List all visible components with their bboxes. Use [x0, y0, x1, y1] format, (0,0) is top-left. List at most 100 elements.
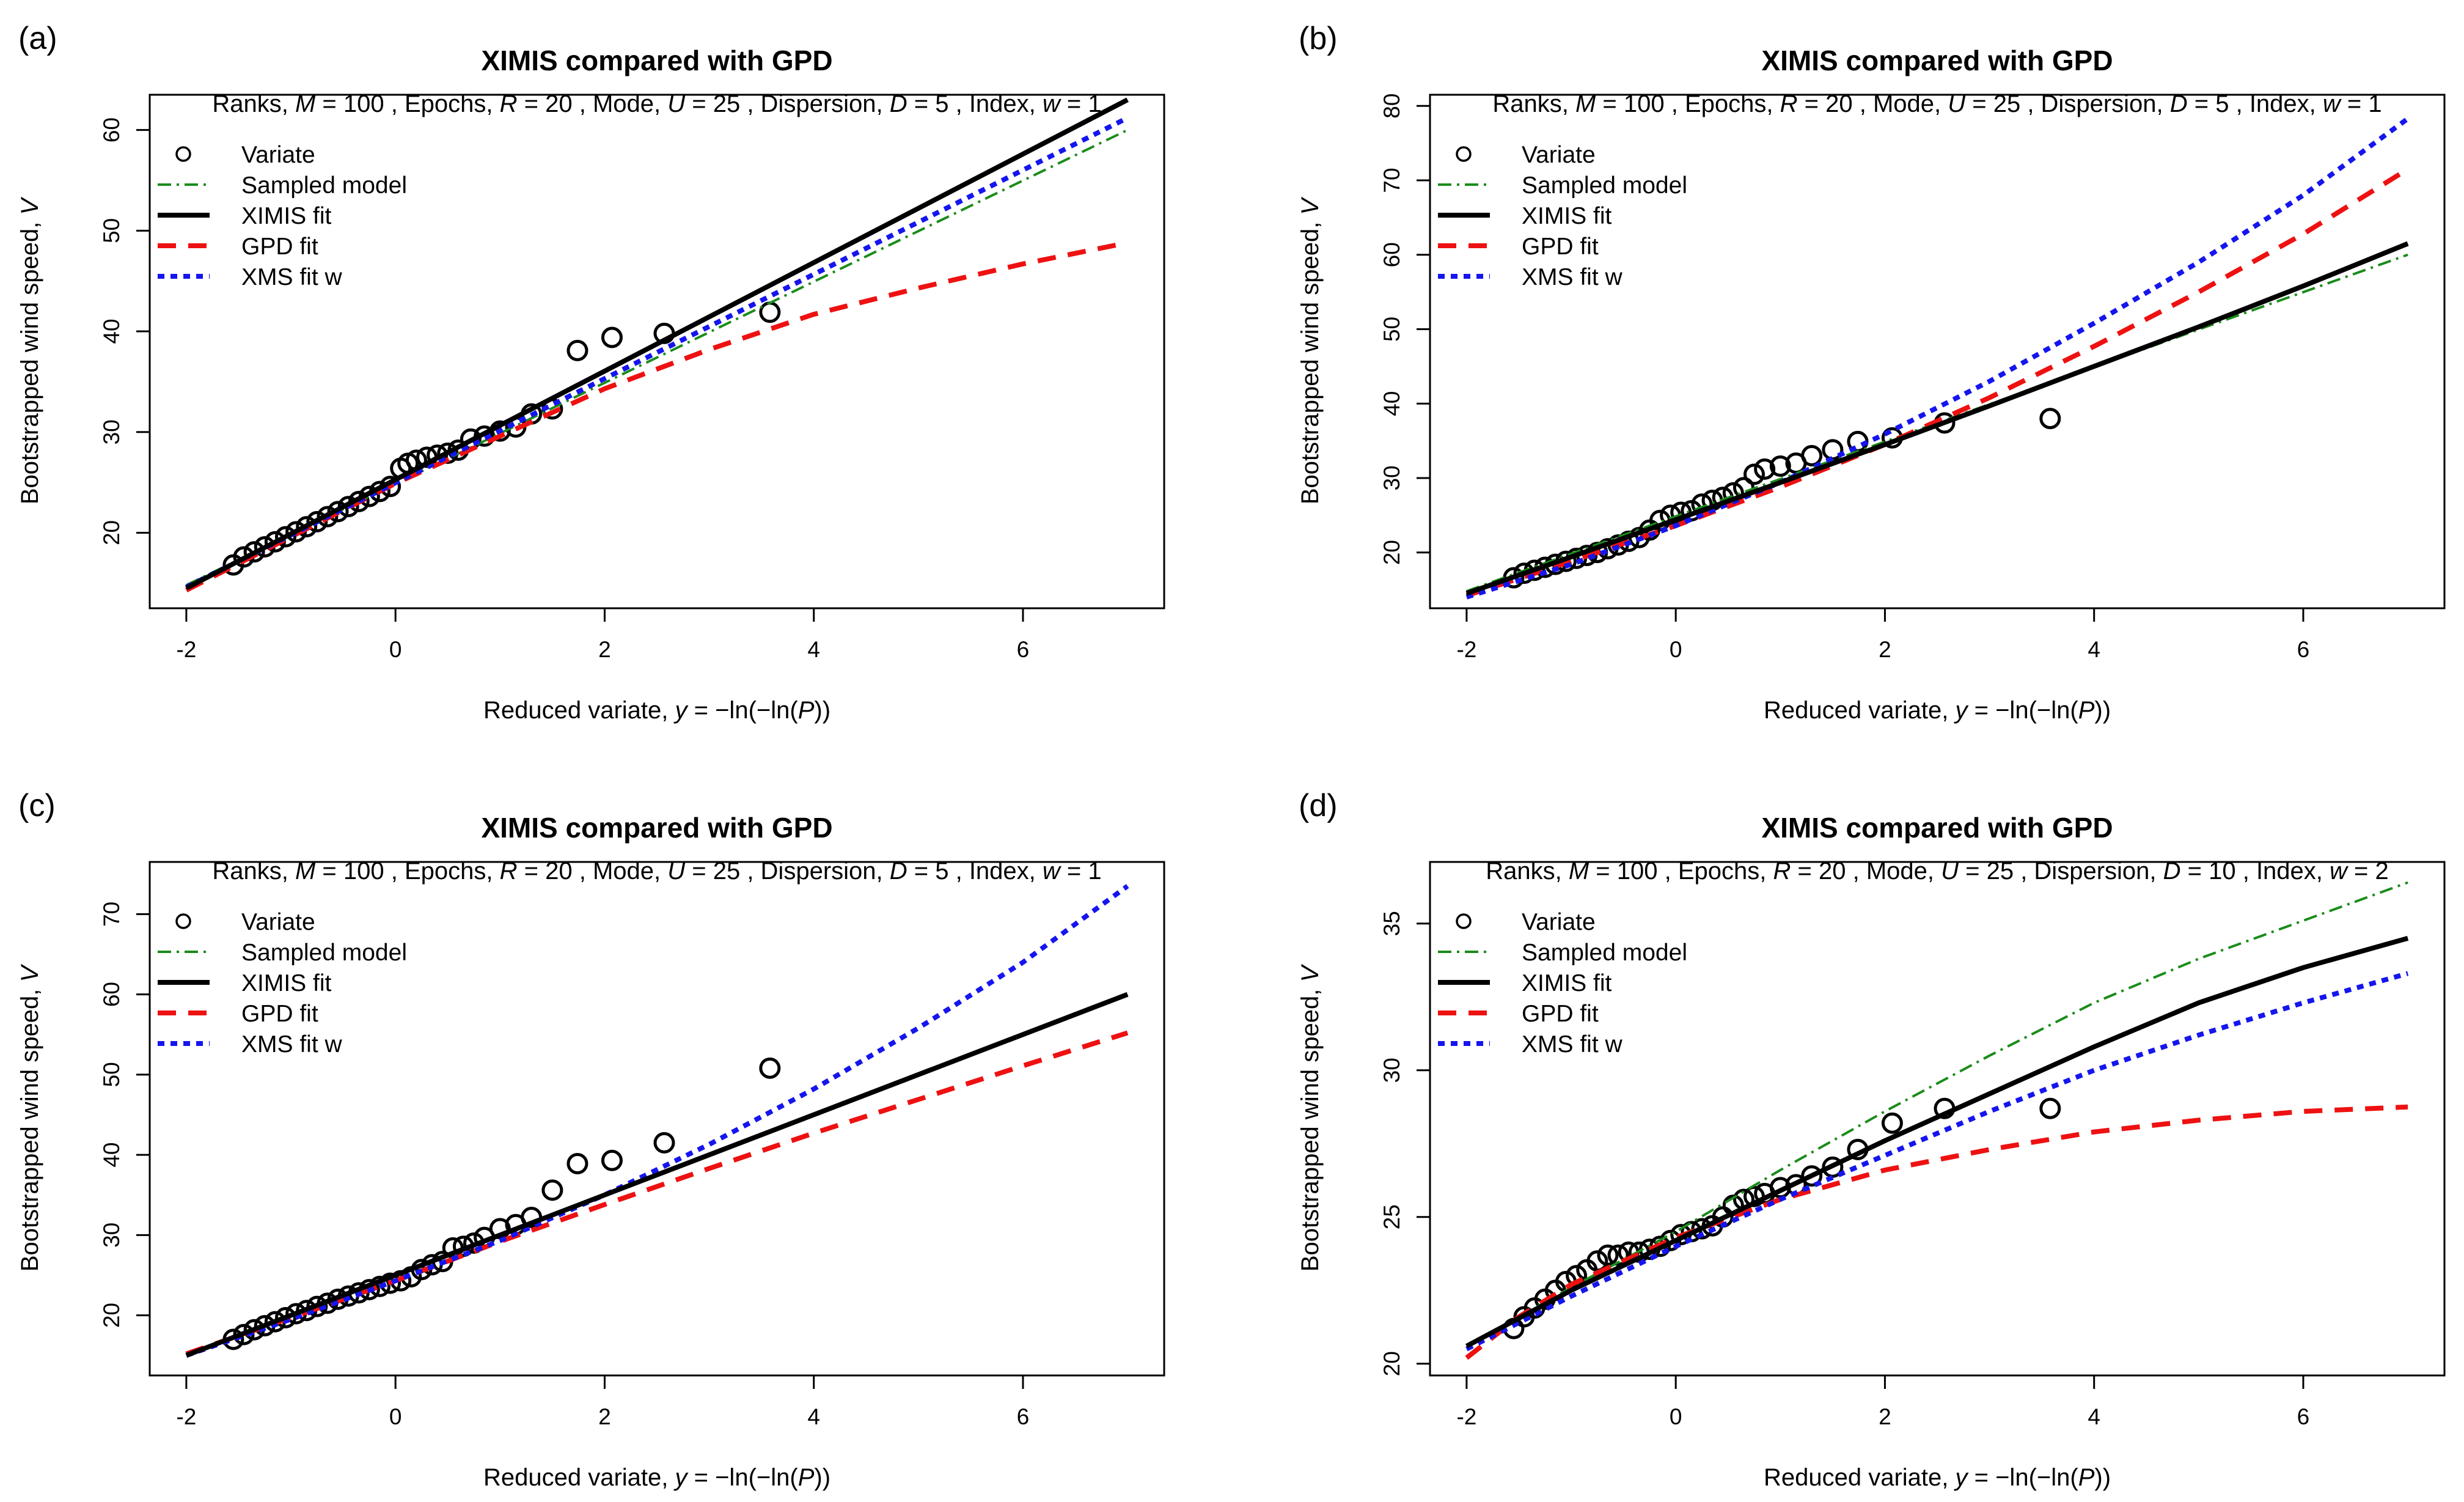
- variate-point: [1597, 1244, 1619, 1266]
- x-tick-label: 4: [2088, 1404, 2100, 1429]
- variate-point: [296, 516, 318, 538]
- x-axis-label-var: y: [673, 1464, 689, 1491]
- series-line-sampled-model: [1466, 253, 2408, 592]
- x-axis-label: Reduced variate, y = −ln(−ln(P)): [483, 1464, 831, 1491]
- chart-title: XIMIS compared with GPD: [481, 812, 832, 844]
- panel-label: (a): [18, 21, 57, 56]
- chart-title: XIMIS compared with GPD: [481, 45, 832, 76]
- x-axis-label-P: P: [798, 1464, 815, 1491]
- y-tick-label: 20: [99, 1303, 124, 1328]
- y-tick-label: 70: [1379, 168, 1404, 193]
- chart-title-text: XIMIS compared with GPD: [1761, 45, 2113, 76]
- variate-point: [653, 1132, 675, 1154]
- variate-point: [759, 301, 781, 323]
- legend-label-ximis-fit: XIMIS fit: [1522, 970, 1612, 996]
- y-axis-label: Bootstrapped wind speed, V: [16, 964, 43, 1272]
- plot-frame: [1429, 94, 2446, 609]
- series-line-gpd-fit: [185, 1030, 1129, 1357]
- y-tick-label: 60: [99, 117, 124, 142]
- series-line-ximis-fit: [1465, 935, 2409, 1349]
- panel-label-text: (b): [1299, 21, 1338, 56]
- y-axis-label: Bootstrapped wind speed, V: [1297, 197, 1324, 505]
- series-line-xms-fit-w: [1465, 971, 2409, 1352]
- x-tick-label: 0: [1670, 637, 1682, 662]
- series-line-ximis-fit: [1465, 241, 2409, 596]
- variate-point: [1754, 458, 1776, 480]
- variate-point: [541, 1179, 563, 1201]
- y-tick-label: 60: [99, 982, 124, 1007]
- x-axis-label-eq: = −ln(−ln(: [1967, 697, 2078, 724]
- x-axis-label-eq: = −ln(−ln(: [687, 697, 798, 724]
- y-tick-label: 30: [99, 419, 124, 444]
- x-axis-label-suffix: )): [814, 697, 831, 724]
- legend-label-sampled-model: Sampled model: [1522, 172, 1687, 199]
- y-tick-label: 50: [99, 218, 124, 243]
- series-line-gpd-fit: [185, 240, 1128, 592]
- legend-label-sampled-model: Sampled model: [241, 940, 407, 966]
- y-axis-label: Bootstrapped wind speed, V: [1297, 964, 1324, 1272]
- legend-label-gpd-fit: GPD fit: [241, 1001, 318, 1027]
- x-tick-label: 6: [1017, 1404, 1030, 1429]
- y-tick-label: 50: [99, 1062, 124, 1087]
- plot-frame: [148, 94, 1165, 609]
- y-tick-label: 20: [1379, 1351, 1404, 1376]
- x-axis-label-eq: = −ln(−ln(: [687, 1464, 798, 1491]
- y-tick-label: 50: [1379, 317, 1404, 342]
- series-line-xms-fit-w: [185, 884, 1129, 1358]
- variate-point: [1881, 1112, 1903, 1134]
- x-tick-label: 2: [1879, 637, 1891, 662]
- plot-frame: [1429, 861, 2446, 1377]
- x-axis-label: Reduced variate, y = −ln(−ln(P)): [1764, 1464, 2111, 1491]
- plot-data: [1465, 881, 2409, 1360]
- legend-label-variate: Variate: [241, 909, 315, 935]
- panel-label-text: (c): [18, 788, 56, 823]
- legend: Variate Sampled model XIMIS fit GPD fit XMS …: [158, 142, 407, 290]
- legend-label-sampled-model: Sampled model: [241, 172, 407, 199]
- chart-title-text: XIMIS compared with GPD: [481, 45, 832, 76]
- variate-point: [274, 526, 296, 548]
- legend-label-xms-fit-w: XMS fit w: [1522, 1031, 1623, 1058]
- variate-point: [2039, 408, 2061, 430]
- y-tick-label: 20: [99, 520, 124, 545]
- variate-point: [566, 1153, 588, 1174]
- x-tick-label: 4: [807, 637, 820, 662]
- x-tick-label: 0: [1670, 1404, 1682, 1429]
- x-tick-label: 2: [1879, 1404, 1891, 1429]
- y-tick-label: 20: [1379, 540, 1404, 565]
- variate-point: [1607, 1244, 1629, 1266]
- x-tick-label: 6: [2297, 1404, 2310, 1429]
- x-tick-label: 0: [389, 1404, 402, 1429]
- y-tick-label: 60: [1379, 242, 1404, 267]
- x-axis-label-var: y: [673, 697, 689, 724]
- y-axis-label-var: V: [16, 964, 43, 982]
- panel-label-text: (a): [18, 21, 57, 56]
- x-axis-label: Reduced variate, y = −ln(−ln(P)): [1764, 697, 2111, 724]
- panel-label: (c): [18, 788, 56, 823]
- variate-point: [1801, 444, 1823, 466]
- legend-label-gpd-fit: GPD fit: [1522, 1001, 1599, 1027]
- x-axis-label-suffix: )): [814, 1464, 831, 1491]
- x-tick-label: -2: [176, 637, 196, 662]
- y-axis-label-var: V: [1297, 197, 1324, 215]
- legend-label-gpd-fit: GPD fit: [241, 234, 318, 260]
- y-tick-label: 40: [1379, 391, 1404, 416]
- legend: Variate Sampled model XIMIS fit GPD fit XMS …: [158, 909, 407, 1058]
- variate-point: [317, 506, 339, 528]
- variate-point: [1566, 1265, 1588, 1287]
- legend-label-ximis-fit: XIMIS fit: [241, 203, 332, 229]
- x-axis-label-var: y: [1953, 697, 1969, 724]
- legend-label-ximis-fit: XIMIS fit: [1522, 203, 1612, 229]
- x-axis-label-prefix: Reduced variate,: [483, 697, 675, 724]
- chart-title-text: XIMIS compared with GPD: [1761, 812, 2113, 844]
- legend-symbol-variate: [1456, 913, 1472, 929]
- x-axis-label-P: P: [2078, 1464, 2095, 1491]
- x-tick-label: 2: [598, 637, 611, 662]
- x-tick-label: -2: [1456, 637, 1476, 662]
- x-axis-label-suffix: )): [2094, 1464, 2111, 1491]
- y-axis-label-prefix: Bootstrapped wind speed,: [16, 982, 43, 1272]
- y-axis-label-var: V: [16, 197, 43, 215]
